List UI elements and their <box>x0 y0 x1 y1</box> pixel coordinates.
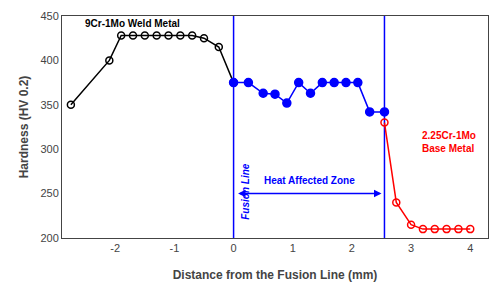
svg-text:-2: -2 <box>110 242 120 254</box>
svg-text:400: 400 <box>40 54 58 66</box>
svg-text:350: 350 <box>40 99 58 111</box>
svg-text:2.25Cr-1MoBase Metal: 2.25Cr-1MoBase Metal <box>422 130 476 154</box>
svg-text:Heat Affected Zone: Heat Affected Zone <box>264 175 355 186</box>
svg-text:Fusion Line: Fusion Line <box>240 163 251 220</box>
svg-text:9Cr-1Mo Weld Metal: 9Cr-1Mo Weld Metal <box>85 18 180 29</box>
svg-text:Distance from the Fusion Line: Distance from the Fusion Line (mm) <box>173 268 378 282</box>
svg-text:0: 0 <box>231 242 237 254</box>
svg-text:-1: -1 <box>170 242 180 254</box>
svg-text:300: 300 <box>40 143 58 155</box>
svg-text:250: 250 <box>40 187 58 199</box>
svg-text:450: 450 <box>40 10 58 22</box>
svg-text:4: 4 <box>467 242 473 254</box>
svg-text:200: 200 <box>40 232 58 244</box>
svg-text:Hardness (HV 0.2): Hardness (HV 0.2) <box>17 76 31 179</box>
svg-text:1: 1 <box>290 242 296 254</box>
svg-text:3: 3 <box>408 242 414 254</box>
svg-text:2: 2 <box>349 242 355 254</box>
